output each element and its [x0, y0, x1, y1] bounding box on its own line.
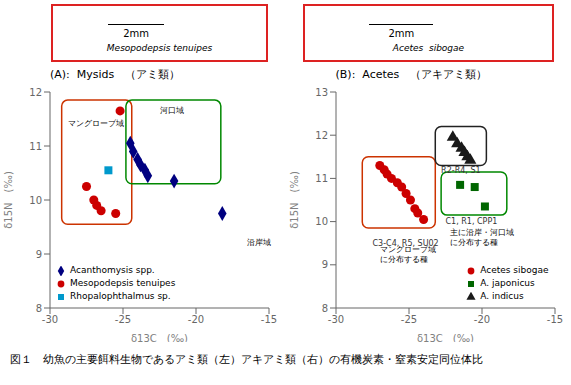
svg-text:9: 9	[36, 249, 42, 260]
svg-text:10: 10	[315, 216, 328, 227]
html-text:図１ 幼魚の主要餌料生物であるアミ類（左）アキアミ類（右）の: 図１ 幼魚の主要餌料生物であるアミ類（左）アキアミ類（右）の有機炭素・窒素安定同…	[10, 353, 483, 366]
svg-text:沿岸域: 沿岸域	[247, 238, 271, 247]
svg-text:δ15N (‰): δ15N (‰)	[288, 171, 299, 229]
svg-text:δ13C (‰): δ13C (‰)	[131, 333, 188, 342]
svg-text:δ15N (‰): δ15N (‰)	[8, 171, 14, 229]
svg-text:C1, R1, CPP1: C1, R1, CPP1	[445, 217, 497, 226]
svg-text:δ13C (‰): δ13C (‰)	[416, 333, 473, 342]
svg-text:11: 11	[315, 173, 328, 184]
svg-text:11: 11	[29, 141, 42, 152]
html-text:Mesopodepsis tenuipes: Mesopodepsis tenuipes	[70, 278, 176, 288]
svg-text:13: 13	[315, 87, 328, 98]
svg-text:-25: -25	[115, 314, 131, 325]
html-text:Mesopodepsis tenuipes: Mesopodepsis tenuipes	[106, 43, 213, 53]
svg-text:8: 8	[321, 303, 327, 314]
html-text:(A): Mysids （アミ類）: (A): Mysids （アミ類）	[50, 68, 181, 81]
svg-text:R2-R4, S1: R2-R4, S1	[441, 166, 480, 175]
svg-text:-15: -15	[261, 314, 277, 325]
html-text:2mm: 2mm	[123, 28, 149, 39]
svg-text:-30: -30	[42, 314, 58, 325]
svg-text:-15: -15	[546, 314, 562, 325]
svg-text:-20: -20	[473, 314, 489, 325]
svg-text:-25: -25	[400, 314, 416, 325]
html-text:A. japonicus: A. japonicus	[480, 278, 535, 288]
svg-text:-20: -20	[188, 314, 204, 325]
svg-text:主に沿岸・河口域に分布する種: 主に沿岸・河口域に分布する種	[449, 228, 513, 247]
svg-text:マングローブ域: マングローブ域	[68, 119, 124, 128]
html-text:(B): Acetes （アキアミ類）: (B): Acetes （アキアミ類）	[335, 68, 488, 81]
svg-text:C3-C4, R5, SU02: C3-C4, R5, SU02	[372, 238, 439, 248]
html-text:2mm: 2mm	[388, 28, 415, 39]
svg-text:-30: -30	[327, 314, 343, 325]
svg-text:12: 12	[29, 87, 42, 98]
html-text:Acetes sibogae: Acetes sibogae	[392, 43, 465, 53]
svg-text:河口域: 河口域	[160, 106, 184, 115]
html-text:Rhopalophthalmus sp.: Rhopalophthalmus sp.	[70, 291, 171, 301]
html-text:Acetes sibogae: Acetes sibogae	[480, 265, 549, 275]
svg-text:マングローブ域に分布する種: マングローブ域に分布する種	[379, 245, 435, 263]
html-text:Acanthomysis spp.: Acanthomysis spp.	[70, 265, 155, 275]
svg-text:9: 9	[321, 259, 327, 270]
svg-text:12: 12	[315, 130, 328, 141]
svg-text:8: 8	[36, 303, 42, 314]
svg-text:10: 10	[29, 195, 42, 206]
html-text:A. indicus: A. indicus	[480, 291, 524, 301]
